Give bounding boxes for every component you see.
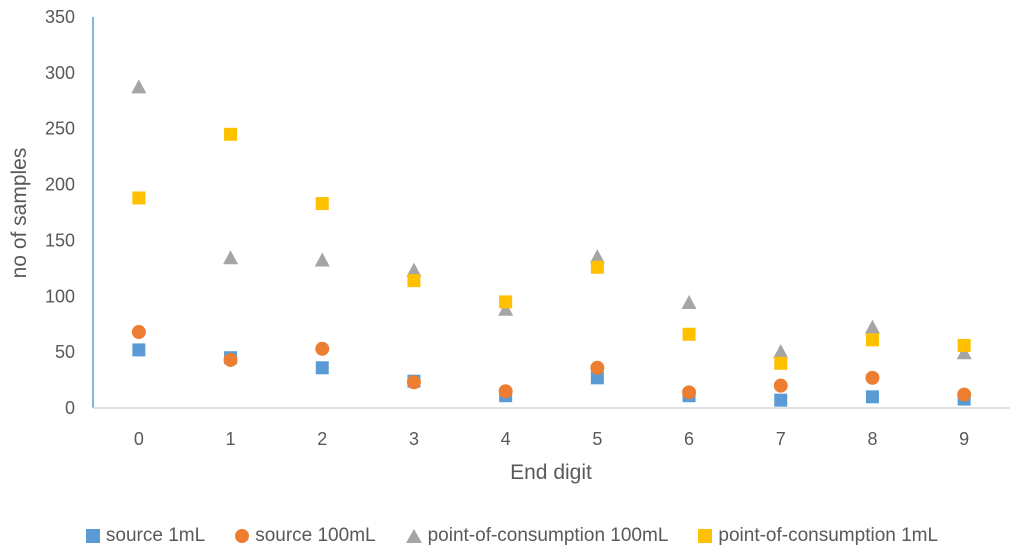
triangle-marker-icon	[405, 529, 422, 543]
data-point-series-2-4	[498, 301, 514, 316]
x-axis-ticks: 0 1 2 3 4 5 6 7 8 9	[134, 429, 969, 449]
legend-label: point-of-consumption 100mL	[427, 525, 669, 546]
circle-marker-icon	[235, 529, 250, 543]
legend-label: source 1mL	[105, 525, 206, 546]
x-tick-label: 6	[684, 429, 694, 449]
data-point-series-1-6	[682, 385, 697, 400]
data-point-series-2-8	[864, 319, 880, 334]
legend-label: point-of-consumption 1mL	[718, 525, 939, 546]
square-marker-icon	[85, 529, 100, 543]
data-point-series-3-9	[957, 338, 971, 352]
data-point-series-0-0	[132, 343, 146, 357]
legend-label: source 100mL	[255, 525, 376, 546]
data-point-series-2-9	[956, 345, 972, 360]
square-marker-icon	[698, 529, 713, 543]
data-point-series-1-5	[590, 360, 605, 375]
data-point-series-2-6	[681, 294, 697, 309]
scatter-chart: 0 50 100 150 200 250 300 350 0 1 2 3 4 5 6 7 8 9 no of s…	[8, 7, 1010, 484]
data-point-series-3-3	[407, 274, 421, 288]
data-point-series-2-3	[406, 262, 422, 277]
x-tick-label: 5	[592, 429, 602, 449]
data-point-series-3-0	[132, 191, 146, 205]
x-tick-label: 0	[134, 429, 144, 449]
data-point-series-2-5	[589, 249, 605, 264]
x-tick-label: 2	[317, 429, 327, 449]
y-tick-label: 150	[45, 230, 75, 250]
data-point-series-1-4	[498, 384, 513, 399]
data-point-series-2-0	[131, 79, 147, 94]
y-axis-title: no of samples	[8, 148, 31, 279]
data-point-series-2-7	[773, 344, 789, 359]
legend: source 1mL source 100mL point-of-consump…	[0, 520, 1024, 552]
legend-item-source-100ml: source 100mL	[235, 525, 376, 547]
data-point-series-2-2	[314, 252, 330, 267]
data-point-series-1-7	[773, 378, 788, 393]
legend-item-poc-1ml: point-of-consumption 1mL	[698, 525, 938, 547]
y-tick-label: 350	[45, 7, 75, 27]
x-tick-label: 4	[501, 429, 511, 449]
data-point-series-3-5	[590, 260, 604, 274]
data-points	[131, 79, 972, 407]
data-point-series-3-2	[315, 197, 329, 211]
data-point-series-3-6	[682, 327, 696, 341]
x-tick-label: 3	[409, 429, 419, 449]
y-tick-label: 250	[45, 119, 75, 139]
x-tick-label: 9	[959, 429, 969, 449]
x-tick-label: 1	[226, 429, 236, 449]
data-point-series-1-8	[865, 370, 880, 385]
data-point-series-3-1	[224, 127, 238, 141]
y-tick-label: 0	[65, 398, 75, 418]
data-point-series-2-1	[223, 250, 239, 265]
data-point-series-1-1	[223, 352, 238, 367]
data-point-series-3-4	[499, 295, 513, 309]
x-tick-label: 8	[867, 429, 877, 449]
x-axis-title: End digit	[510, 461, 592, 484]
data-point-series-3-8	[865, 333, 879, 347]
y-tick-label: 300	[45, 63, 75, 83]
y-tick-label: 100	[45, 286, 75, 306]
data-point-series-1-3	[406, 375, 421, 390]
legend-item-poc-100ml: point-of-consumption 100mL	[405, 525, 669, 547]
data-point-series-1-2	[315, 341, 330, 356]
data-point-series-0-7	[774, 393, 788, 407]
data-point-series-0-5	[590, 371, 604, 385]
y-tick-label: 50	[55, 342, 75, 362]
legend-item-source-1ml: source 1mL	[85, 525, 206, 547]
data-point-series-0-8	[865, 390, 879, 404]
data-point-series-1-9	[957, 387, 972, 402]
y-axis-ticks: 0 50 100 150 200 250 300 350	[45, 7, 75, 418]
data-point-series-1-0	[131, 325, 146, 340]
x-tick-label: 7	[776, 429, 786, 449]
data-point-series-0-2	[315, 361, 329, 375]
y-tick-label: 200	[45, 175, 75, 195]
data-point-series-3-7	[774, 356, 788, 370]
